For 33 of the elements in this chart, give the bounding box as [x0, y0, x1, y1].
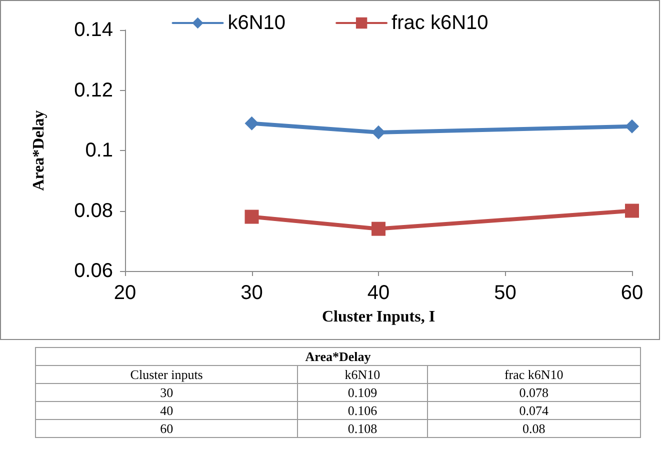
category-label: 40	[36, 402, 298, 420]
text: k6N10	[298, 366, 428, 384]
x-tick-label: 20	[114, 282, 136, 304]
x-tick-label: 60	[620, 282, 644, 304]
legend-label: k6N10	[228, 12, 286, 34]
category-label: 30	[36, 384, 298, 402]
point	[625, 119, 639, 134]
point	[625, 204, 639, 218]
legend-label: frac k6N10	[392, 12, 488, 34]
y-tick-label: 0.14	[74, 19, 113, 41]
y-tick-label: 0.1	[85, 140, 113, 162]
x-tick-label: 50	[494, 282, 516, 304]
point	[372, 125, 386, 140]
text: Cluster inputs	[36, 366, 298, 384]
y-tick-label: 0.08	[74, 200, 113, 222]
data-label: 0.108	[298, 420, 428, 438]
y-axis-title: Area*Delay	[30, 110, 48, 191]
point	[244, 210, 259, 224]
text: Area*Delay	[36, 348, 640, 366]
point	[244, 116, 259, 130]
data-label: 0.106	[298, 402, 428, 420]
data-label: 0.109	[298, 384, 428, 402]
x-axis-title: Cluster Inputs, I	[322, 308, 436, 326]
point	[372, 222, 386, 236]
y-tick-label: 0.06	[74, 260, 113, 282]
data-label: 0.074	[427, 402, 640, 420]
category-label: 60	[36, 420, 298, 438]
y-tick-label: 0.12	[74, 79, 113, 102]
data-label: 0.08	[427, 420, 640, 438]
x-tick-label: 40	[367, 282, 390, 304]
text: frac k6N10	[427, 366, 640, 384]
data-label: 0.078	[427, 384, 640, 402]
x-tick-label: 30	[240, 282, 263, 304]
